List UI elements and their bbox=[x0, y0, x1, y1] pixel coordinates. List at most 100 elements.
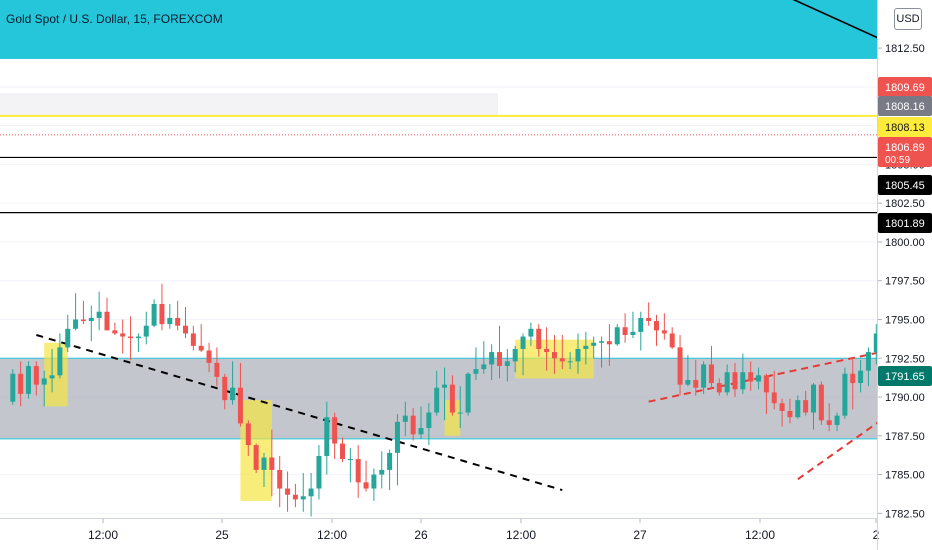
price-axis-divider bbox=[877, 0, 878, 550]
candle-body bbox=[198, 345, 204, 351]
candle-body bbox=[379, 469, 385, 475]
time-axis-divider bbox=[0, 518, 878, 519]
candle-body bbox=[261, 457, 267, 470]
zones-layer bbox=[0, 0, 877, 501]
candle-body bbox=[779, 403, 785, 411]
currency-button[interactable]: USD bbox=[894, 8, 922, 30]
time-tick-label: 25 bbox=[215, 528, 229, 542]
candle-body bbox=[269, 457, 275, 470]
candle-body bbox=[230, 387, 236, 401]
candle-body bbox=[693, 379, 699, 388]
price-tick-label: 1787.50 bbox=[885, 431, 925, 443]
price-label-value: 1808.16 bbox=[885, 101, 925, 113]
candle-body bbox=[33, 366, 39, 385]
time-tick-label: 26 bbox=[414, 528, 428, 542]
candle-body bbox=[599, 341, 605, 343]
candle-body bbox=[803, 400, 809, 413]
price-tick-label: 1785.00 bbox=[885, 470, 925, 482]
time-tick-label: 12:00 bbox=[745, 528, 775, 542]
candle-body bbox=[858, 370, 864, 384]
candle-body bbox=[206, 350, 212, 363]
price-tick-label: 1797.50 bbox=[885, 276, 925, 288]
candle-body bbox=[340, 443, 345, 460]
time-tick-label: 12:00 bbox=[506, 528, 536, 542]
candle-body bbox=[520, 336, 526, 349]
grid-layer bbox=[0, 47, 877, 514]
candle-body bbox=[614, 327, 620, 345]
candle-body bbox=[316, 455, 322, 489]
candle-body bbox=[65, 328, 71, 348]
candle-body bbox=[41, 378, 47, 385]
time-axis: 12:00 25 12:00 26 12:00 27 12:00 2 bbox=[0, 519, 880, 550]
candle-body bbox=[371, 474, 377, 489]
candle-body bbox=[285, 488, 291, 495]
candle-body bbox=[630, 331, 636, 335]
candle-body bbox=[756, 375, 762, 382]
price-label-value: 1791.65 bbox=[885, 371, 925, 383]
candle-body bbox=[724, 372, 730, 393]
candle-body bbox=[661, 330, 667, 334]
candle-body bbox=[442, 384, 448, 388]
candle-body bbox=[167, 317, 173, 325]
candle-body bbox=[787, 410, 793, 418]
highlight-box bbox=[444, 400, 461, 436]
candle-body bbox=[575, 348, 581, 362]
candle-body bbox=[128, 336, 134, 339]
candle-body bbox=[748, 372, 754, 382]
time-axis-background bbox=[0, 519, 878, 550]
price-label-value: 1806.89 bbox=[885, 142, 925, 154]
candle-body bbox=[418, 428, 424, 435]
candle-body bbox=[104, 311, 110, 331]
candles-layer bbox=[10, 263, 932, 517]
candle-body bbox=[497, 352, 502, 367]
candle-body bbox=[237, 387, 243, 424]
candle-body bbox=[253, 445, 259, 470]
price-label-background bbox=[878, 96, 932, 116]
candle-body bbox=[49, 375, 55, 379]
candle-body bbox=[536, 328, 542, 349]
candle-body bbox=[112, 330, 118, 334]
price-label-background bbox=[878, 137, 932, 167]
candle-body bbox=[850, 373, 856, 384]
candle-body bbox=[26, 366, 31, 394]
price-label-value: 1805.45 bbox=[885, 180, 925, 192]
price-label-background bbox=[878, 77, 932, 97]
price-label-background bbox=[878, 117, 932, 137]
candle-body bbox=[80, 319, 86, 322]
candle-body bbox=[300, 496, 306, 500]
candle-body bbox=[449, 384, 455, 413]
candle-body bbox=[434, 387, 440, 413]
candle-body bbox=[10, 373, 16, 402]
candle-body bbox=[473, 369, 479, 374]
candle-body bbox=[528, 328, 534, 337]
candle-body bbox=[708, 364, 714, 384]
candle-body bbox=[638, 317, 644, 332]
price-tick-label: 1802.50 bbox=[885, 198, 925, 210]
candle-body bbox=[740, 372, 746, 390]
price-tick-label: 1782.50 bbox=[885, 508, 925, 520]
candle-body bbox=[73, 319, 79, 329]
price-label-value: 1808.13 bbox=[885, 122, 925, 134]
price-tick-label: 1812.50 bbox=[885, 43, 925, 55]
candle-body bbox=[355, 459, 361, 483]
candle-body bbox=[811, 384, 816, 413]
candle-body bbox=[763, 375, 769, 393]
candle-body bbox=[308, 488, 314, 497]
candle-body bbox=[387, 452, 393, 470]
price-label-value: 1809.69 bbox=[885, 82, 925, 94]
candle-body bbox=[394, 421, 400, 453]
candle-body bbox=[245, 423, 251, 446]
candle-body bbox=[489, 352, 495, 365]
candle-body bbox=[818, 384, 824, 421]
candle-body bbox=[402, 415, 408, 422]
price-tick-label: 1790.00 bbox=[885, 392, 925, 404]
candle-body bbox=[865, 352, 871, 371]
price-tick-label: 1800.00 bbox=[885, 237, 925, 249]
candle-body bbox=[567, 361, 573, 363]
candle-body bbox=[834, 415, 840, 425]
time-tick-label: 27 bbox=[633, 528, 647, 542]
candle-body bbox=[214, 362, 220, 377]
candle-body bbox=[120, 333, 126, 337]
